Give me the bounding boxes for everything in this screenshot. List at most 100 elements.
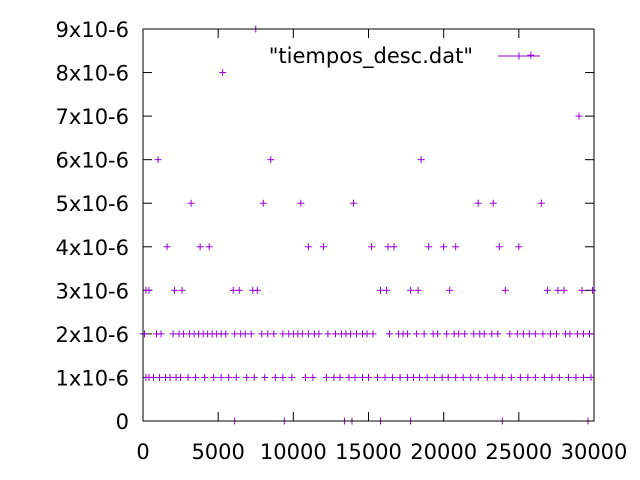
data-point: [171, 286, 179, 294]
data-point: [425, 243, 433, 251]
data-point: [201, 373, 209, 381]
data-point: [416, 373, 424, 381]
data-point: [516, 373, 524, 381]
data-point: [410, 373, 418, 381]
data-point: [222, 330, 230, 338]
data-point: [253, 286, 261, 294]
data-point: [519, 330, 527, 338]
x-axis: 0 5000 10000 15000 20000 25000 30000: [136, 29, 627, 464]
data-point: [298, 330, 306, 338]
data-point: [351, 373, 359, 381]
data-point: [585, 330, 593, 338]
data-point: [386, 330, 394, 338]
data-point: [434, 330, 442, 338]
data-point: [259, 199, 267, 207]
x-tick-label: 25000: [485, 440, 552, 464]
data-point: [324, 330, 332, 338]
data-point: [459, 373, 467, 381]
data-point: [156, 373, 164, 381]
data-point: [368, 243, 376, 251]
data-point: [587, 373, 595, 381]
y-tick-label: 0: [116, 410, 129, 434]
data-point: [330, 373, 338, 381]
data-point: [154, 156, 162, 164]
data-point: [301, 373, 309, 381]
data-point: [157, 330, 165, 338]
data-point: [446, 286, 454, 294]
data-point: [548, 373, 556, 381]
data-point: [336, 373, 344, 381]
data-point: [579, 373, 587, 381]
data-point: [270, 330, 278, 338]
data-point: [225, 373, 233, 381]
data-point: [452, 243, 460, 251]
data-point: [423, 373, 431, 381]
x-tick-label: 0: [136, 440, 149, 464]
data-point: [297, 199, 305, 207]
data-point: [210, 373, 218, 381]
data-point: [288, 373, 296, 381]
data-point: [309, 373, 317, 381]
data-point: [443, 330, 451, 338]
data-point: [322, 373, 330, 381]
data-point: [346, 330, 354, 338]
data-point: [196, 243, 204, 251]
data-point: [145, 286, 153, 294]
data-point: [235, 286, 243, 294]
data-point: [407, 286, 415, 294]
y-tick-label: 6x10-6: [56, 149, 129, 173]
data-point: [495, 243, 503, 251]
data-point: [498, 373, 506, 381]
data-point: [467, 373, 475, 381]
data-point: [315, 330, 323, 338]
data-point: [507, 373, 515, 381]
data-point: [413, 330, 421, 338]
data-point: [564, 373, 572, 381]
data-point: [506, 330, 514, 338]
data-point: [258, 330, 266, 338]
data-point: [267, 156, 275, 164]
data-point: [470, 330, 478, 338]
data-point: [543, 286, 551, 294]
data-point: [573, 330, 581, 338]
data-point: [444, 373, 452, 381]
data-point: [243, 373, 251, 381]
data-point: [178, 286, 186, 294]
data-point: [554, 286, 562, 294]
data-point: [480, 330, 488, 338]
y-tick-label: 4x10-6: [56, 236, 129, 260]
data-point: [383, 286, 391, 294]
plot-frame: [142, 28, 595, 422]
data-point: [345, 373, 353, 381]
data-point: [501, 286, 509, 294]
data-point: [555, 373, 563, 381]
data-point: [414, 286, 422, 294]
data-point: [187, 199, 195, 207]
data-point: [363, 330, 371, 338]
data-point: [365, 373, 372, 381]
data-point: [491, 373, 499, 381]
data-point: [560, 286, 568, 294]
data-point: [579, 330, 587, 338]
data-point: [531, 373, 539, 381]
data-point: [494, 330, 502, 338]
data-point: [352, 330, 360, 338]
data-point: [546, 330, 554, 338]
data-point: [489, 199, 497, 207]
data-point: [540, 373, 548, 381]
x-tick-label: 20000: [410, 440, 477, 464]
data-point: [141, 330, 149, 338]
data-point: [177, 373, 185, 381]
data-point: [163, 243, 171, 251]
x-tick-label: 15000: [335, 440, 402, 464]
data-point: [261, 373, 269, 381]
data-point: [377, 286, 385, 294]
data-point: [455, 330, 463, 338]
data-point: [319, 243, 327, 251]
data-point: [488, 330, 496, 338]
data-point: [461, 330, 469, 338]
data-point: [349, 199, 357, 207]
data-point: [438, 373, 446, 381]
y-tick-label: 7x10-6: [56, 105, 129, 129]
data-point: [264, 330, 272, 338]
